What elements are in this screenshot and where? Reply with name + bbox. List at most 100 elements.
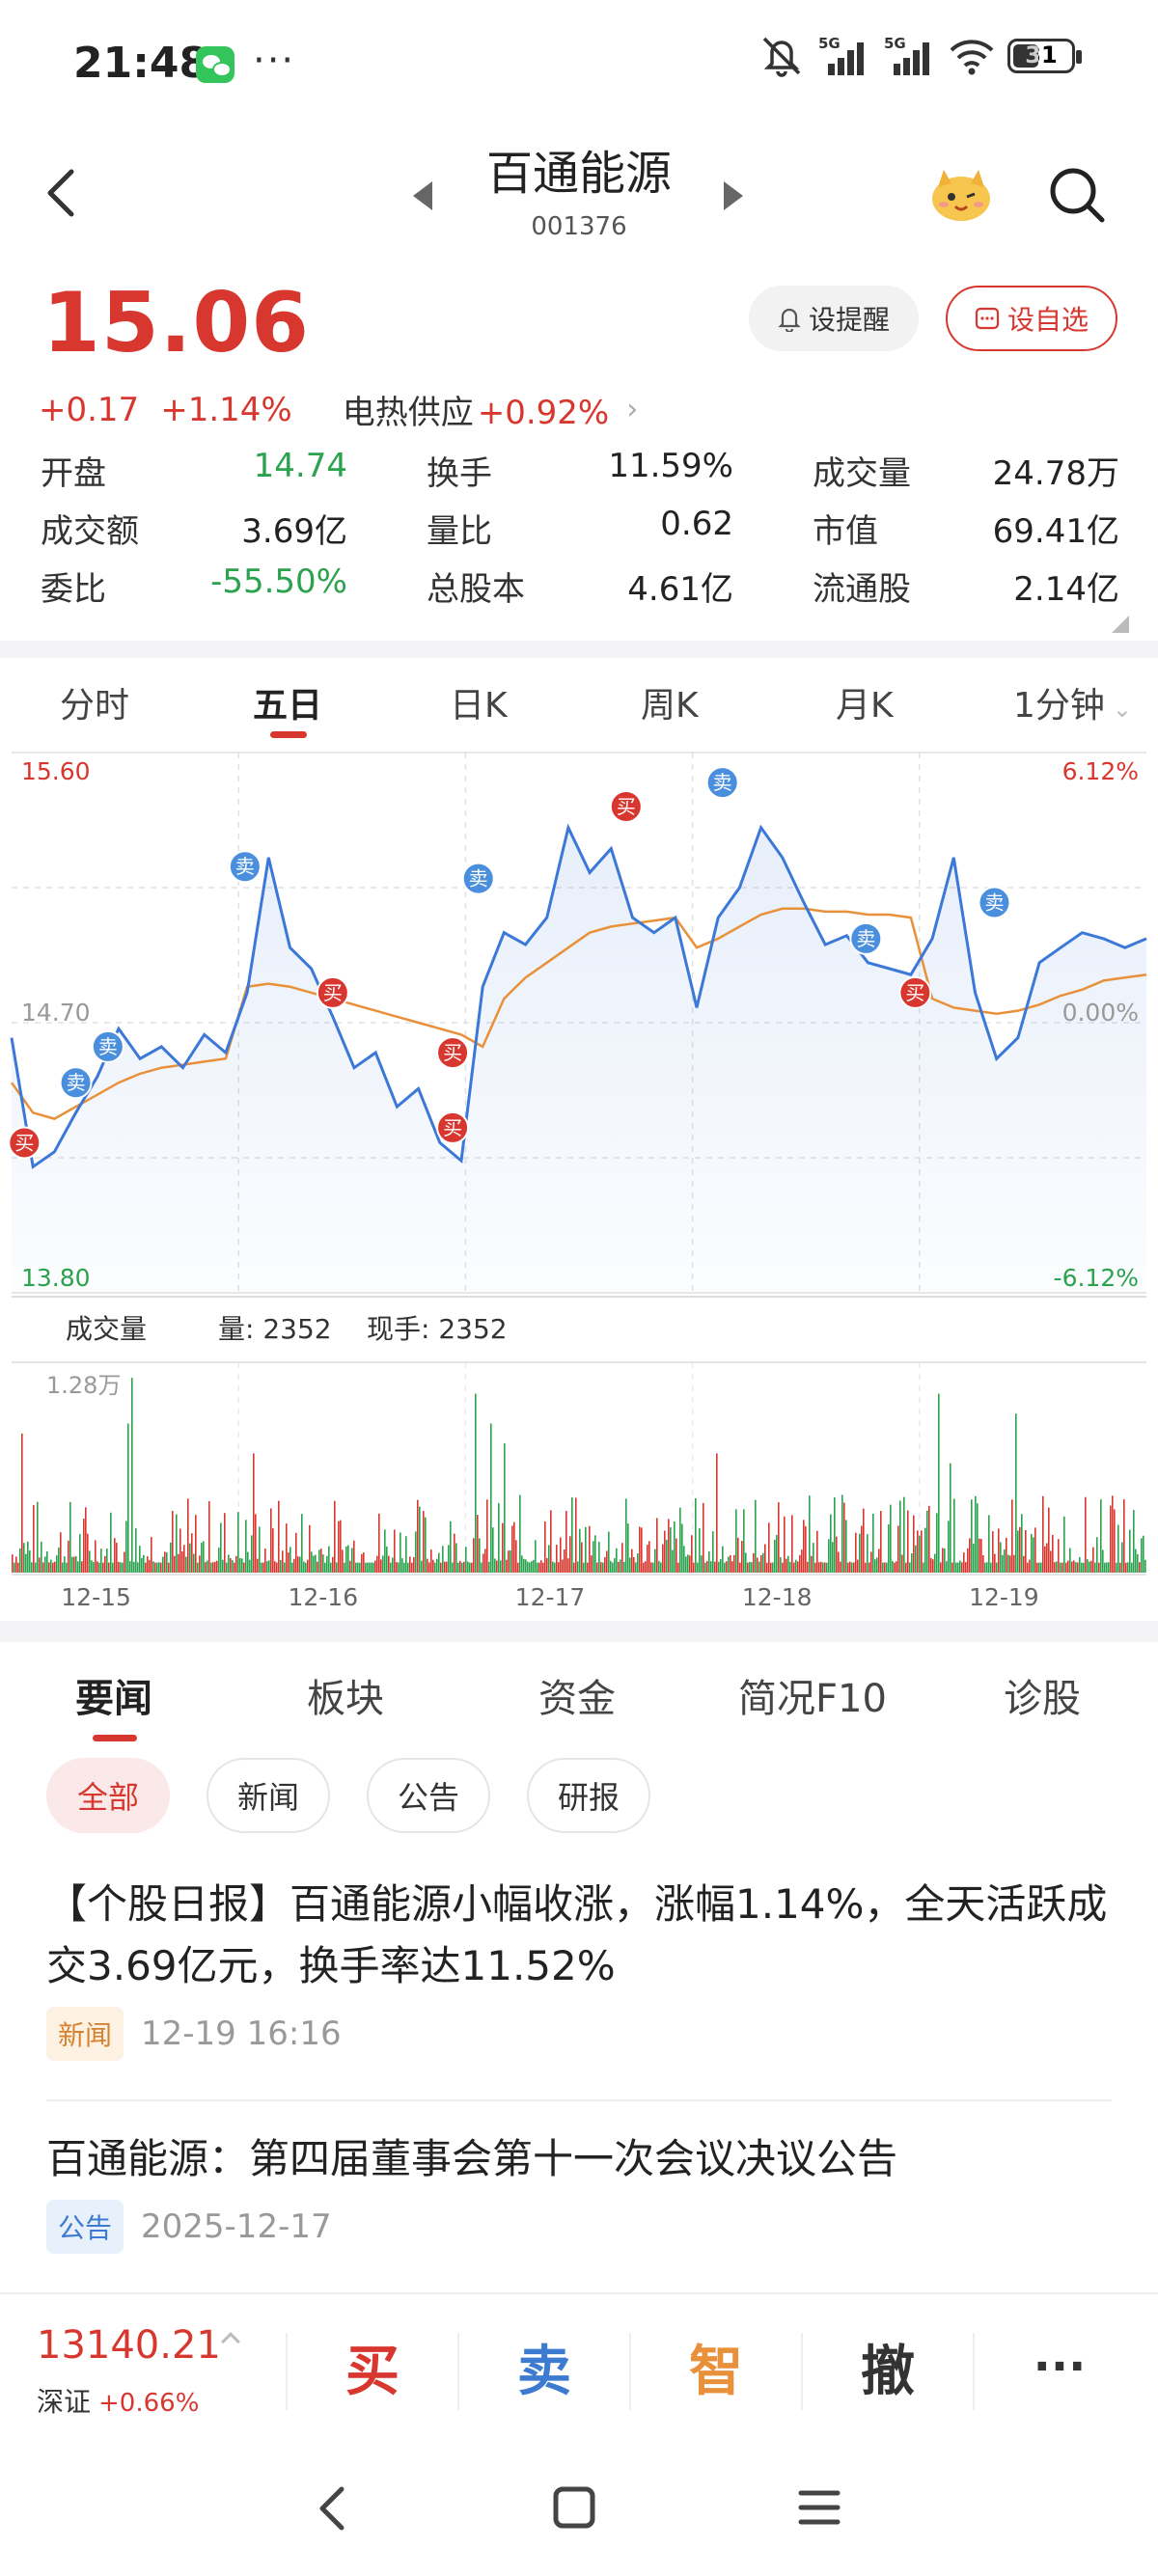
stat-label: 市值 [813, 512, 878, 551]
news-item[interactable]: 【个股日报】百通能源小幅收涨，涨幅1.14%，全天活跃成交3.69亿元，换手率达… [46, 1874, 1119, 2061]
tab-f10[interactable]: 简况F10 [738, 1677, 887, 1721]
volume-bar [571, 1497, 573, 1573]
volume-bar [1011, 1499, 1013, 1573]
volume-bar [297, 1556, 299, 1573]
volume-bar [430, 1549, 432, 1573]
cancel-order-button[interactable]: 撤 [861, 2340, 915, 2403]
trade-marker[interactable]: 卖 [705, 766, 739, 800]
tab-funds[interactable]: 资金 [538, 1677, 616, 1721]
volume-bar [641, 1527, 643, 1573]
volume-bar [625, 1498, 627, 1573]
volume-bar [986, 1562, 988, 1573]
trade-marker[interactable]: 卖 [228, 850, 262, 884]
volume-bar [1065, 1562, 1067, 1573]
volume-bar [1033, 1537, 1034, 1573]
volume-bar [836, 1536, 838, 1573]
sector-link[interactable]: 电热供应 +0.92% [343, 386, 610, 433]
volume-bar [122, 1562, 124, 1573]
news-item[interactable]: 百通能源：第四届董事会第十一次会议决议公告 公告 2025-12-17 [46, 2128, 1119, 2254]
volume-bar [687, 1554, 689, 1573]
nav-menu-icon[interactable] [797, 2483, 841, 2532]
current-price: 15.06 [42, 275, 311, 371]
trade-marker[interactable]: 买 [316, 975, 349, 1009]
filter-all[interactable]: 全部 [46, 1758, 171, 1833]
volume-bar [718, 1561, 720, 1573]
volume-bar [637, 1553, 639, 1573]
prev-stock-arrow-icon[interactable] [413, 181, 432, 210]
trade-marker[interactable]: 买 [436, 1036, 470, 1070]
trade-marker[interactable]: 买 [8, 1126, 41, 1160]
trade-marker[interactable]: 卖 [461, 862, 495, 895]
tab-daily-k[interactable]: 日K [450, 686, 508, 726]
tab-headlines[interactable]: 要闻 [75, 1677, 152, 1721]
volume-bar [930, 1557, 932, 1573]
nav-back-icon[interactable] [311, 2480, 355, 2537]
volume-bar [386, 1546, 388, 1573]
expand-stats-icon[interactable] [1112, 616, 1129, 633]
volume-bar [681, 1523, 683, 1573]
volume-bar [421, 1560, 423, 1573]
filter-news[interactable]: 新闻 [207, 1758, 331, 1833]
volume-bar [695, 1497, 697, 1573]
set-alert-button[interactable]: 设提醒 [749, 286, 919, 351]
volume-bar [594, 1535, 596, 1573]
trade-marker[interactable]: 卖 [978, 886, 1011, 919]
filter-research[interactable]: 研报 [527, 1758, 651, 1833]
tab-five-day[interactable]: 五日 [253, 686, 323, 726]
mascot-icon[interactable] [926, 164, 996, 224]
trade-marker[interactable]: 买 [609, 790, 643, 823]
trade-marker[interactable]: 卖 [849, 921, 883, 955]
news-divider [46, 2099, 1112, 2101]
tab-one-minute[interactable]: 1分钟 ⌄ [1013, 677, 1132, 727]
sell-button[interactable]: 卖 [517, 2340, 571, 2403]
add-watchlist-button[interactable]: 设自选 [946, 286, 1117, 351]
volume-bar [33, 1504, 35, 1573]
tab-intraday[interactable]: 分时 [60, 686, 130, 726]
trade-marker[interactable]: 买 [436, 1110, 470, 1144]
buy-button[interactable]: 买 [345, 2340, 400, 2403]
volume-bar [17, 1562, 19, 1573]
volume-bar [179, 1528, 181, 1573]
tab-monthly-k[interactable]: 月K [836, 686, 894, 726]
search-icon[interactable] [1046, 164, 1108, 226]
trade-marker[interactable]: 卖 [59, 1066, 93, 1100]
smart-button[interactable]: 智 [689, 2340, 743, 2403]
tab-sectors[interactable]: 板块 [307, 1677, 384, 1721]
more-options-button[interactable]: ··· [1033, 2340, 1087, 2394]
nav-home-icon[interactable] [552, 2483, 596, 2532]
volume-bar [413, 1557, 415, 1573]
stats-row: 成交额 3.69亿 量比 0.62 市值 69.41亿 [41, 505, 1121, 562]
volume-bar [471, 1562, 473, 1573]
volume-bar [799, 1554, 801, 1573]
volume-bar [365, 1562, 367, 1573]
trade-marker-dot [228, 850, 262, 884]
five-day-chart[interactable]: 买卖卖卖买买买卖买卖卖买卖 15.60 14.70 13.80 6.12% 0.… [0, 743, 1158, 1621]
volume-bar [183, 1545, 185, 1573]
tab-weekly-k[interactable]: 周K [641, 686, 699, 726]
trade-marker[interactable]: 卖 [91, 1029, 124, 1063]
volume-bar [1139, 1562, 1141, 1573]
tab-diagnose[interactable]: 诊股 [1004, 1677, 1081, 1721]
volume-bar [1106, 1562, 1108, 1573]
volume-bar [849, 1561, 851, 1573]
volume-bar [1029, 1559, 1031, 1573]
volume-bar [905, 1562, 907, 1573]
stat-label: 委比 [41, 570, 106, 609]
filter-notice[interactable]: 公告 [367, 1758, 491, 1833]
trade-marker-dot [609, 790, 643, 823]
volume-bar [465, 1547, 467, 1573]
volume-bar [589, 1525, 591, 1573]
back-button[interactable] [39, 164, 87, 222]
volume-bar [1021, 1514, 1023, 1573]
volume-bar [340, 1520, 342, 1573]
volume-bar [1102, 1549, 1104, 1573]
volume-bar [818, 1562, 820, 1573]
volume-bar [664, 1530, 666, 1573]
chevron-right-icon[interactable]: › [626, 393, 639, 426]
next-stock-arrow-icon[interactable] [724, 181, 743, 210]
trade-marker[interactable]: 买 [898, 975, 932, 1009]
volume-bar [508, 1550, 510, 1573]
news-meta: 新闻 12-19 16:16 [46, 2007, 1119, 2061]
bell-icon [778, 308, 801, 332]
volume-bar [948, 1521, 950, 1573]
